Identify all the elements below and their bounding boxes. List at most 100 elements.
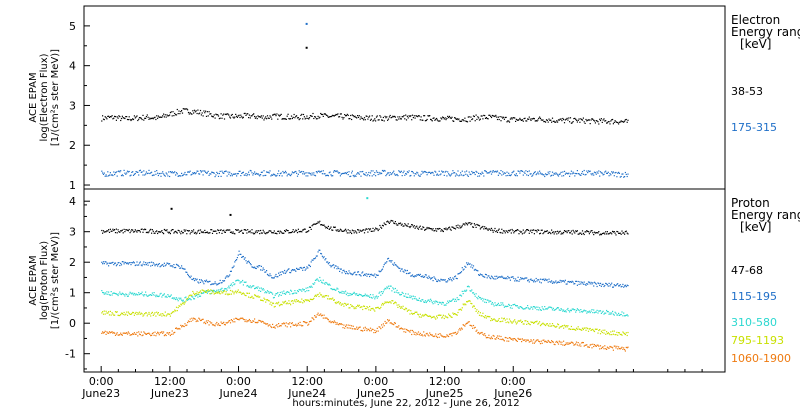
- data-point: [145, 312, 147, 314]
- data-point: [427, 315, 429, 317]
- data-point: [221, 287, 223, 289]
- data-point: [108, 331, 111, 333]
- data-point: [373, 275, 375, 277]
- data-point: [223, 321, 225, 323]
- data-point: [601, 311, 603, 313]
- data-point: [625, 332, 627, 334]
- data-point: [316, 294, 318, 296]
- data-point: [339, 116, 341, 118]
- data-point: [468, 116, 470, 118]
- data-point: [211, 171, 214, 173]
- data-point: [498, 172, 500, 174]
- data-point: [538, 279, 540, 281]
- data-point: [351, 114, 353, 116]
- data-point: [155, 296, 157, 298]
- data-point: [424, 170, 426, 173]
- data-point: [364, 274, 366, 276]
- data-point: [465, 304, 467, 306]
- data-point: [274, 275, 276, 277]
- data-point: [320, 112, 322, 115]
- data-point: [154, 294, 156, 296]
- data-point: [151, 171, 153, 173]
- data-point: [492, 170, 494, 172]
- data-point: [175, 266, 177, 269]
- data-point: [187, 274, 190, 276]
- data-point: [223, 118, 226, 120]
- data-point: [381, 119, 383, 121]
- data-point: [445, 119, 447, 121]
- data-point: [127, 171, 129, 173]
- data-point: [391, 323, 393, 325]
- data-point: [327, 174, 329, 176]
- data-point: [484, 301, 486, 303]
- data-point: [267, 299, 269, 302]
- data-point: [244, 257, 246, 259]
- data-point: [309, 298, 311, 300]
- data-point: [366, 294, 368, 296]
- data-point: [570, 325, 572, 328]
- data-point: [284, 293, 287, 295]
- outlier-point: [305, 46, 308, 49]
- data-point: [214, 117, 216, 119]
- data-point: [466, 120, 468, 123]
- data-point: [404, 328, 406, 330]
- data-point: [234, 233, 236, 235]
- data-point: [450, 117, 452, 119]
- data-point: [430, 334, 432, 336]
- data-point: [524, 172, 526, 174]
- data-point: [434, 277, 436, 279]
- data-point: [158, 334, 160, 336]
- data-point: [143, 331, 145, 333]
- data-point: [431, 301, 433, 303]
- data-point: [136, 331, 138, 334]
- data-point: [169, 334, 171, 337]
- data-point: [397, 266, 399, 268]
- data-point: [517, 276, 519, 278]
- data-point: [284, 269, 286, 272]
- data-point: [572, 328, 574, 330]
- data-point: [404, 223, 406, 225]
- data-point: [627, 331, 629, 334]
- data-point: [190, 295, 192, 297]
- data-point: [496, 277, 499, 279]
- data-point: [608, 333, 610, 335]
- data-point: [573, 283, 575, 285]
- data-point: [198, 317, 200, 319]
- data-point: [572, 342, 574, 344]
- data-point: [601, 172, 603, 174]
- data-point: [106, 118, 108, 120]
- data-point: [287, 113, 289, 115]
- data-point: [308, 117, 311, 119]
- data-point: [455, 300, 457, 302]
- data-point: [194, 111, 196, 113]
- data-point: [220, 113, 222, 115]
- data-point: [109, 172, 111, 174]
- data-point: [172, 229, 174, 231]
- data-point: [356, 293, 358, 295]
- data-point: [138, 230, 141, 232]
- data-point: [136, 294, 138, 296]
- data-point: [582, 117, 584, 119]
- data-point: [460, 272, 462, 274]
- data-point: [441, 303, 443, 305]
- data-point: [126, 229, 128, 231]
- data-point: [149, 172, 151, 175]
- data-point: [540, 119, 542, 121]
- data-point: [399, 223, 401, 225]
- data-point: [303, 228, 305, 230]
- data-point: [291, 171, 293, 173]
- data-point: [494, 338, 496, 340]
- data-point: [496, 304, 498, 307]
- data-point: [293, 231, 295, 233]
- data-point: [381, 292, 384, 295]
- data-point: [157, 332, 159, 334]
- data-point: [291, 322, 293, 324]
- data-point: [437, 333, 439, 335]
- data-point: [181, 232, 184, 234]
- data-point: [447, 317, 449, 319]
- data-point: [508, 322, 510, 324]
- data-point: [551, 323, 554, 325]
- data-point: [618, 285, 620, 287]
- data-point: [530, 229, 532, 231]
- data-point: [253, 267, 255, 269]
